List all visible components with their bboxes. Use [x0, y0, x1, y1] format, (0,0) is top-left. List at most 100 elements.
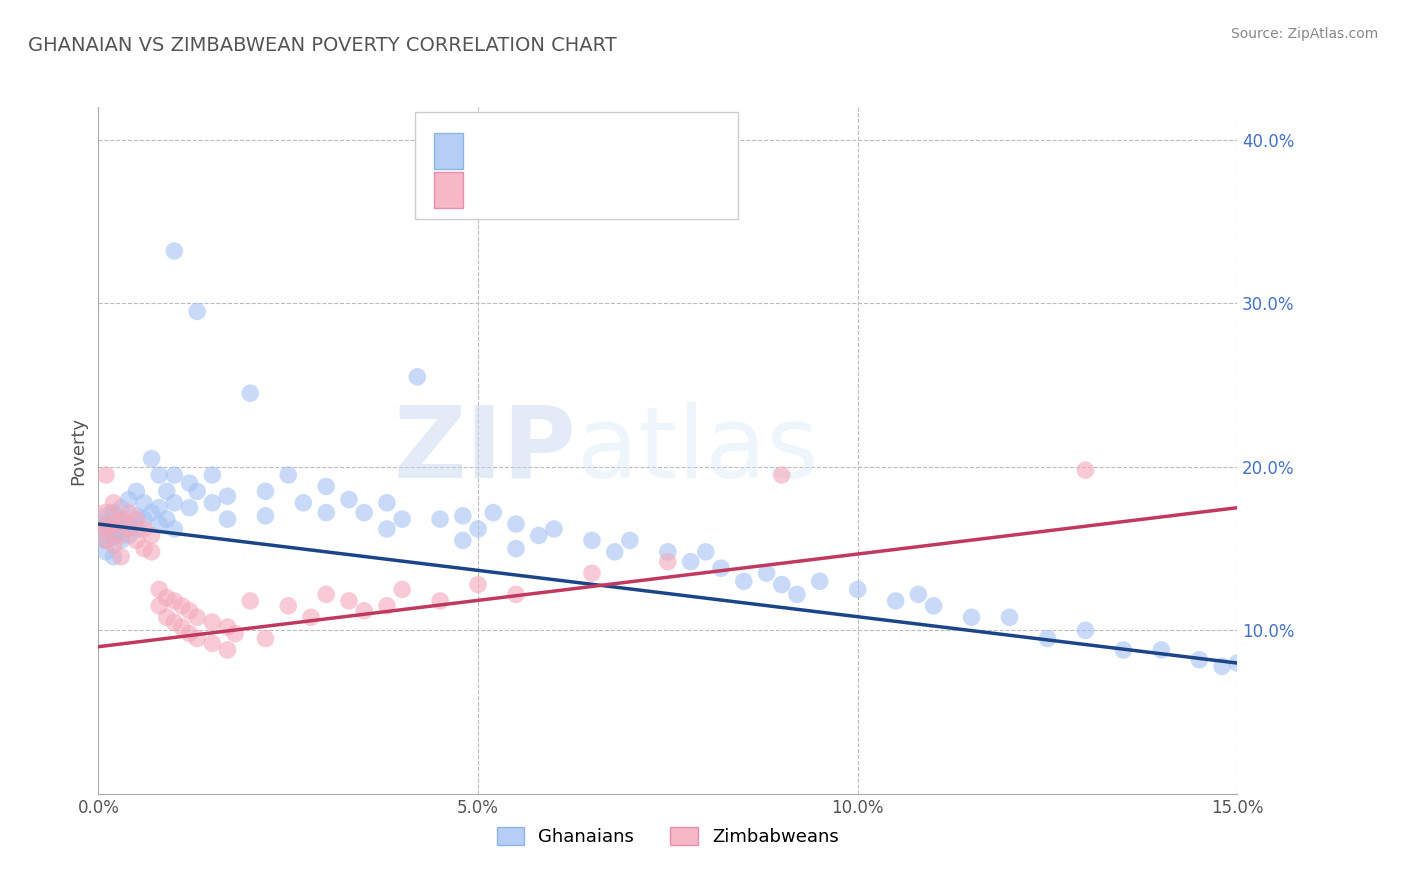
Point [141, 528, 163, 542]
Point [94, 512, 117, 526]
Point [406, 369, 429, 384]
Point [110, 512, 132, 526]
Point [156, 591, 179, 605]
Point [277, 599, 299, 613]
Text: R =  0.175   N = 50: R = 0.175 N = 50 [468, 180, 675, 198]
Point [733, 574, 755, 589]
Point [110, 528, 132, 542]
Point [315, 506, 337, 520]
Point [603, 545, 626, 559]
Point [125, 484, 148, 499]
Point [141, 451, 163, 466]
Point [846, 582, 869, 597]
Point [110, 533, 132, 548]
Point [679, 555, 702, 569]
Y-axis label: Poverty: Poverty [69, 417, 87, 484]
Point [1150, 643, 1173, 657]
Point [163, 496, 186, 510]
Point [337, 492, 360, 507]
Point [1074, 463, 1097, 477]
Point [254, 508, 277, 523]
Point [1211, 659, 1233, 673]
Point [1036, 632, 1059, 646]
Point [103, 549, 125, 564]
Text: atlas: atlas [576, 402, 818, 499]
Point [186, 484, 208, 499]
Point [353, 506, 375, 520]
Point [179, 604, 201, 618]
Point [217, 620, 239, 634]
Point [156, 512, 179, 526]
Point [110, 522, 132, 536]
Point [132, 522, 155, 536]
Point [808, 574, 831, 589]
Point [467, 522, 489, 536]
Point [201, 467, 224, 482]
Point [505, 516, 527, 531]
Point [132, 512, 155, 526]
Point [482, 506, 505, 520]
Point [110, 500, 132, 515]
Point [201, 636, 224, 650]
Point [103, 496, 125, 510]
Point [353, 604, 375, 618]
Point [375, 496, 398, 510]
Point [451, 533, 474, 548]
Point [755, 566, 778, 580]
Point [94, 467, 117, 482]
Point [103, 506, 125, 520]
Point [770, 577, 793, 591]
Point [179, 476, 201, 491]
Point [163, 615, 186, 630]
Point [619, 533, 641, 548]
Point [786, 587, 808, 601]
Point [163, 244, 186, 258]
Point [163, 467, 186, 482]
Point [884, 594, 907, 608]
Point [118, 506, 141, 520]
Point [141, 506, 163, 520]
Point [254, 484, 277, 499]
Point [148, 500, 170, 515]
Point [770, 467, 793, 482]
Point [141, 545, 163, 559]
Point [224, 626, 246, 640]
Point [179, 500, 201, 515]
Point [299, 610, 322, 624]
Point [125, 508, 148, 523]
Point [998, 610, 1021, 624]
Point [239, 594, 262, 608]
Point [94, 525, 117, 540]
Point [94, 508, 117, 523]
Point [110, 512, 132, 526]
Point [391, 582, 413, 597]
Point [239, 386, 262, 401]
Point [163, 522, 186, 536]
Point [315, 587, 337, 601]
Point [163, 594, 186, 608]
Point [170, 620, 193, 634]
Legend: Ghanaians, Zimbabweans: Ghanaians, Zimbabweans [489, 820, 846, 854]
Point [201, 496, 224, 510]
Point [94, 545, 117, 559]
Point [217, 489, 239, 503]
Point [467, 577, 489, 591]
Point [118, 522, 141, 536]
Point [315, 479, 337, 493]
Point [581, 533, 603, 548]
Point [391, 512, 413, 526]
Point [103, 516, 125, 531]
Point [695, 545, 717, 559]
Point [337, 594, 360, 608]
Point [179, 626, 201, 640]
Point [277, 467, 299, 482]
Point [132, 496, 155, 510]
Point [429, 512, 451, 526]
Point [186, 632, 208, 646]
Point [657, 555, 679, 569]
Point [505, 587, 527, 601]
Text: GHANAIAN VS ZIMBABWEAN POVERTY CORRELATION CHART: GHANAIAN VS ZIMBABWEAN POVERTY CORRELATI… [28, 36, 617, 54]
Point [451, 508, 474, 523]
Text: ZIP: ZIP [394, 402, 576, 499]
Point [1226, 656, 1249, 670]
